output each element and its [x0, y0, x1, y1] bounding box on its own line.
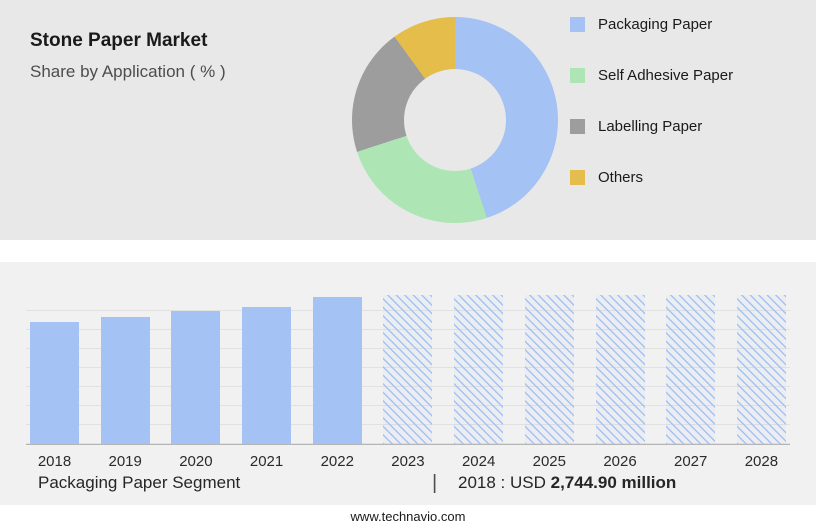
- header-block: Stone Paper Market Share by Application …: [30, 30, 226, 82]
- bar-2021: [242, 306, 292, 444]
- bar-2020: [171, 311, 221, 444]
- forecast-bar-2027: [666, 295, 716, 444]
- legend-item-packaging-paper: Packaging Paper: [570, 16, 733, 33]
- market-value-prefix: 2018 : USD: [458, 473, 551, 492]
- donut-chart: [352, 17, 558, 223]
- x-axis-labels: 2018 2019 2020 2021 2022 2023 2024 2025 2026 2027…: [26, 453, 790, 470]
- caption-divider: |: [432, 472, 438, 494]
- x-axis-label: 2018: [37, 453, 72, 470]
- x-axis-label: 2027: [674, 453, 708, 470]
- x-axis-label: 2023: [391, 453, 425, 470]
- forecast-bar-2024: [454, 295, 504, 444]
- legend-swatch: [570, 68, 585, 83]
- forecast-bar-2023: [383, 295, 433, 444]
- forecast-bar-2025: [524, 295, 574, 444]
- bar-slot: [524, 295, 574, 444]
- x-axis-label: 2026: [603, 453, 637, 470]
- x-axis-label: 2019: [108, 453, 142, 470]
- market-value-caption: 2018 : USD 2,744.90 million: [458, 473, 676, 493]
- page-subtitle: Share by Application ( % ): [30, 62, 226, 81]
- page-title: Stone Paper Market: [30, 30, 208, 51]
- legend-item-self-adhesive-paper: Self Adhesive Paper: [570, 67, 733, 84]
- legend-label: Labelling Paper: [598, 118, 703, 135]
- legend-swatch: [570, 119, 585, 134]
- legend-label: Packaging Paper: [598, 16, 713, 33]
- legend-item-others: Others: [570, 169, 733, 186]
- legend-swatch: [570, 17, 585, 32]
- bar-slot: [242, 295, 292, 444]
- website-url: www.technavio.com: [350, 509, 466, 524]
- bar-2019: [100, 317, 150, 444]
- x-axis-label: 2020: [179, 453, 213, 470]
- bar-slot: [30, 295, 79, 444]
- bars-row: [26, 295, 790, 444]
- x-axis-label: 2025: [532, 453, 566, 470]
- x-axis-label: 2021: [249, 453, 284, 470]
- bar-chart-plot: [26, 295, 790, 445]
- bar-slot: [171, 295, 221, 444]
- legend-swatch: [570, 170, 585, 185]
- bar-slot: [383, 295, 433, 444]
- legend-item-labelling-paper: Labelling Paper: [570, 118, 733, 135]
- forecast-bar-2026: [595, 295, 645, 444]
- donut-hole: [404, 69, 506, 171]
- bar-slot: [454, 295, 504, 444]
- legend-label: Self Adhesive Paper: [598, 67, 734, 84]
- x-axis-label: 2022: [320, 453, 354, 470]
- market-value-amount: 2,744.90 million: [550, 473, 677, 492]
- bar-slot: [312, 295, 362, 444]
- forecast-bar-2028: [736, 295, 786, 444]
- x-axis-label: 2024: [461, 453, 496, 470]
- bar-slot: [736, 295, 786, 444]
- segment-caption: Packaging Paper Segment: [38, 473, 241, 492]
- share-by-application-panel: Stone Paper Market Share by Application …: [0, 0, 816, 240]
- bar-slot: [595, 295, 645, 444]
- bar-slot: [100, 295, 150, 444]
- x-axis-label: 2028: [744, 453, 779, 470]
- bar-2022: [312, 296, 362, 444]
- legend-label: Others: [598, 169, 644, 186]
- donut-legend: Packaging Paper Self Adhesive Paper Labe…: [570, 16, 733, 186]
- forecast-bar-chart-panel: 2018 2019 2020 2021 2022 2023 2024 2025 2026 2027…: [0, 262, 816, 505]
- bar-slot: [666, 295, 716, 444]
- website-footer: www.technavio.com: [0, 505, 816, 528]
- bar-2018: [30, 321, 79, 444]
